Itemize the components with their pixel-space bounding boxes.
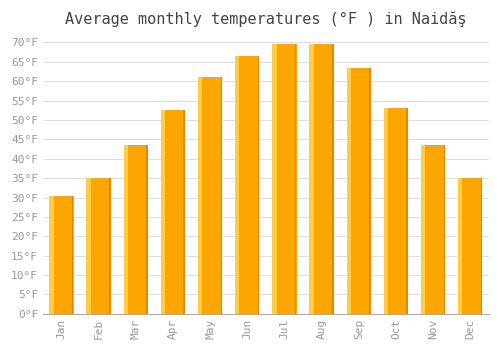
Bar [332,44,334,314]
Bar [109,178,110,314]
Bar [346,68,351,314]
Bar [235,56,240,314]
Bar [50,196,74,314]
Bar [86,178,111,314]
Bar [310,44,334,314]
Bar [310,44,314,314]
Bar [384,108,388,314]
Bar [86,178,90,314]
Bar [458,178,482,314]
Bar [444,145,445,314]
Title: Average monthly temperatures (°F ) in Naidăş: Average monthly temperatures (°F ) in Na… [65,11,466,27]
Bar [236,56,260,314]
Bar [295,44,296,314]
Bar [124,145,148,314]
Bar [198,77,202,314]
Bar [421,145,445,314]
Bar [384,108,408,314]
Bar [272,44,276,314]
Bar [369,68,370,314]
Bar [458,178,462,314]
Bar [49,196,54,314]
Bar [72,196,74,314]
Bar [220,77,222,314]
Bar [184,110,185,314]
Bar [124,145,128,314]
Bar [406,108,408,314]
Bar [161,110,185,314]
Bar [421,145,425,314]
Bar [146,145,148,314]
Bar [198,77,222,314]
Bar [258,56,259,314]
Bar [347,68,371,314]
Bar [272,44,296,314]
Bar [160,110,165,314]
Bar [480,178,482,314]
